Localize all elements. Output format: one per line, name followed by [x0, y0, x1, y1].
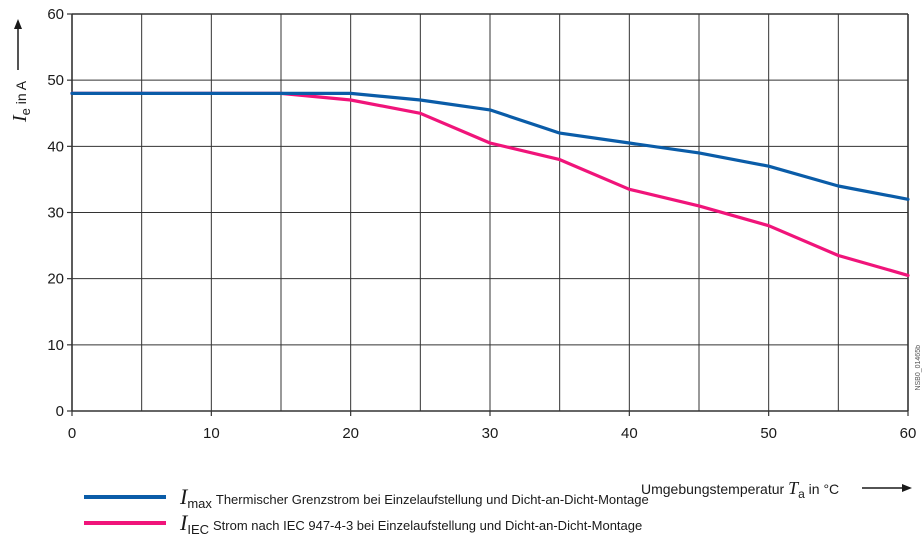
grid — [67, 13, 909, 416]
y-axis-arrow — [14, 19, 22, 70]
legend-item-iiec: I IEC Strom nach IEC 947-4-3 bei Einzelau… — [84, 510, 649, 537]
x-tick-label: 40 — [621, 425, 638, 442]
x-tick-label: 30 — [482, 425, 499, 442]
y-axis-symbol: I — [9, 114, 31, 123]
series-line-max — [70, 91, 910, 201]
x-tick-label: 60 — [900, 425, 917, 442]
y-axis-unit: in A — [13, 80, 29, 108]
x-axis-subscript: a — [798, 487, 805, 501]
x-axis-arrow — [862, 484, 912, 492]
y-tick-label: 40 — [47, 138, 64, 155]
legend-subscript-imax: max — [187, 496, 212, 511]
x-axis-unit: in °C — [805, 481, 839, 497]
y-tick-label: 0 — [56, 403, 64, 420]
series-layer — [70, 91, 910, 277]
x-tick-label: 20 — [342, 425, 359, 442]
y-tick-label: 30 — [47, 205, 64, 222]
legend-subscript-iiec: IEC — [187, 522, 209, 537]
x-tick-label: 10 — [203, 425, 220, 442]
legend-swatch-iiec — [84, 521, 166, 525]
legend-label-imax: Thermischer Grenzstrom bei Einzelaufstel… — [215, 492, 649, 507]
x-axis-prefix: Umgebungstemperatur — [641, 481, 788, 497]
y-tick-label: 60 — [47, 6, 64, 23]
y-axis-subscript: e — [18, 108, 33, 115]
legend-symbol-iiec: I — [180, 510, 188, 535]
y-axis-label: Ie in A — [9, 80, 33, 123]
x-tick-label: 50 — [760, 425, 777, 442]
y-tick-label: 50 — [47, 72, 64, 89]
legend-label-iiec: Strom nach IEC 947-4-3 bei Einzelaufstel… — [213, 518, 643, 533]
x-axis-label: Umgebungstemperatur Ta in °C — [641, 478, 839, 501]
tick-labels: 0 10 20 30 40 50 60 0 10 20 30 40 50 60 — [47, 6, 916, 442]
x-axis-symbol: T — [788, 478, 800, 498]
y-tick-label: 20 — [47, 271, 64, 288]
legend-swatch-imax — [84, 495, 166, 499]
x-tick-label: 0 — [68, 425, 76, 442]
figure-code: NSB0_01465b — [915, 345, 922, 391]
legend-symbol-imax: I — [180, 484, 188, 509]
y-tick-label: 10 — [47, 337, 64, 354]
